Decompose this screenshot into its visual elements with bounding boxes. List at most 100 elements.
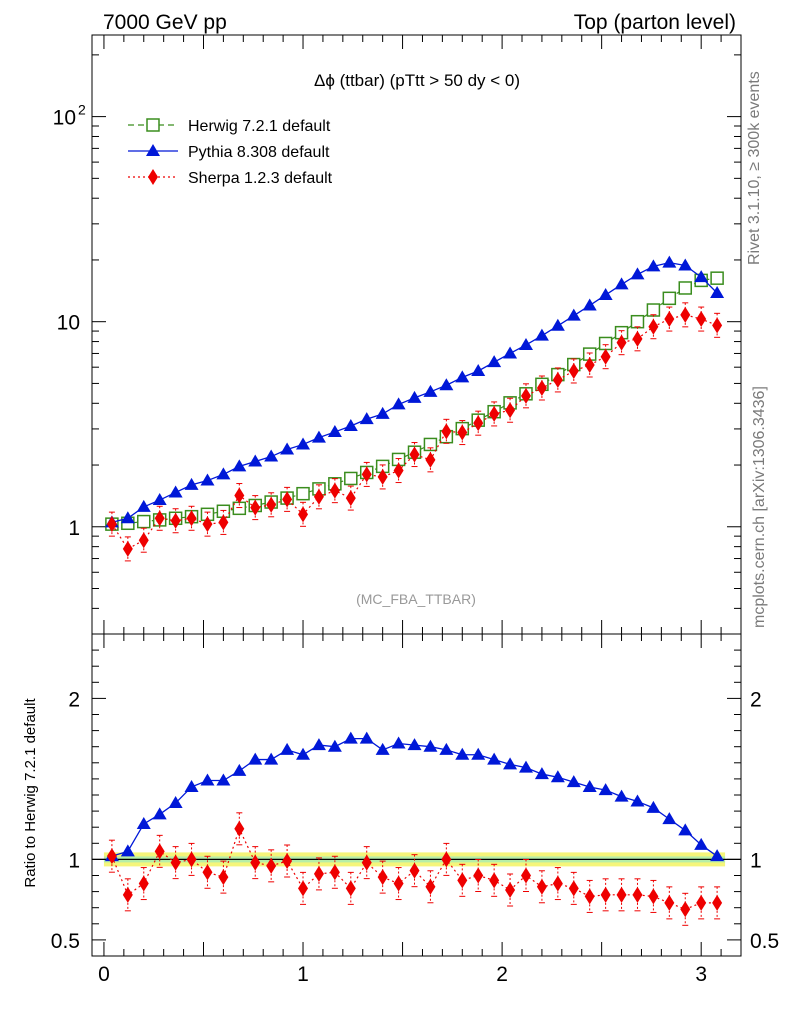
data-point xyxy=(471,363,486,376)
data-point xyxy=(598,336,613,351)
y-tick-label-exponent: 2 xyxy=(78,102,86,118)
data-point xyxy=(678,258,693,271)
data-point xyxy=(536,379,547,396)
ratio-point xyxy=(168,796,183,809)
data-point xyxy=(503,346,518,359)
ratio-point xyxy=(393,875,404,892)
header-right-label: Top (parton level) xyxy=(574,11,736,34)
ratio-point xyxy=(600,886,611,903)
ratio-point xyxy=(598,783,613,796)
header-left-label: 7000 GeV pp xyxy=(103,11,227,34)
data-point xyxy=(393,462,404,479)
ratio-point xyxy=(696,894,707,911)
data-point xyxy=(648,318,659,335)
ratio-point xyxy=(327,739,342,752)
x-tick-label: 1 xyxy=(297,963,309,986)
data-point xyxy=(311,430,326,443)
data-point xyxy=(168,485,183,498)
ratio-point xyxy=(311,738,326,751)
ratio-point xyxy=(489,872,500,889)
data-point xyxy=(678,281,693,295)
ratio-point xyxy=(409,862,420,879)
ratio-point xyxy=(678,823,693,836)
ratio-y-tick-label: 0.5 xyxy=(51,930,80,953)
data-point xyxy=(566,308,581,321)
ratio-y-tick-labels: 0.5 0.5 1 1 2 2 xyxy=(51,688,779,953)
data-point xyxy=(154,510,165,527)
ratio-point xyxy=(200,773,215,786)
data-point xyxy=(137,514,151,529)
ratio-point xyxy=(361,854,372,871)
data-point xyxy=(534,328,549,341)
ratio-point xyxy=(407,738,422,751)
ratio-point xyxy=(520,867,531,884)
data-point xyxy=(662,255,677,268)
data-point xyxy=(694,270,709,283)
data-point xyxy=(120,511,135,524)
data-point xyxy=(202,516,213,533)
data-point xyxy=(662,291,677,306)
data-point xyxy=(344,471,358,486)
ratio-point xyxy=(136,816,151,829)
ratio-point xyxy=(343,731,358,744)
y-tick-label: 10 xyxy=(57,312,80,335)
data-point xyxy=(630,314,645,329)
data-point xyxy=(200,473,215,486)
legend-marker-2 xyxy=(148,169,158,185)
ratio-point xyxy=(186,851,197,868)
ratio-point xyxy=(630,794,645,807)
ratio-point xyxy=(359,731,374,744)
ratio-point xyxy=(710,849,725,862)
x-tick-label: 2 xyxy=(496,963,508,986)
data-point xyxy=(520,387,531,404)
data-point xyxy=(280,442,295,455)
ratio-point xyxy=(441,851,452,868)
ratio-point xyxy=(646,800,661,813)
ratio-point xyxy=(457,872,468,889)
ratio-line-0 xyxy=(111,738,718,857)
ratio-y-tick-label: 1 xyxy=(68,849,80,872)
rivet-version-label: Rivet 3.1.10, ≥ 300k events xyxy=(746,71,763,265)
ratio-point xyxy=(648,888,659,905)
data-point xyxy=(136,499,151,512)
ratio-point xyxy=(282,853,293,870)
ratio-point xyxy=(616,886,627,903)
ratio-point xyxy=(248,752,263,765)
ratio-point xyxy=(425,878,436,895)
data-point xyxy=(343,419,358,432)
data-point xyxy=(455,370,470,383)
data-point xyxy=(441,423,452,440)
ratio-point xyxy=(455,747,470,760)
data-point xyxy=(266,496,277,513)
data-point xyxy=(632,330,643,347)
ratio-point xyxy=(266,857,277,874)
data-point xyxy=(487,355,502,368)
ratio-point xyxy=(329,864,340,881)
ratio-panel: 0.5 0.5 1 1 2 2 0 1 2 3 Ratio to Herwig 7.2.1 de… xyxy=(22,633,779,986)
x-tick-labels: 0 1 2 3 xyxy=(98,963,707,986)
data-point xyxy=(298,506,309,523)
ratio-series-layer xyxy=(104,731,725,926)
ratio-point xyxy=(568,880,579,897)
ratio-point xyxy=(345,880,356,897)
ratio-point xyxy=(170,854,181,871)
legend: Herwig 7.2.1 default Pythia 8.308 default… xyxy=(128,118,333,187)
ratio-point xyxy=(138,875,149,892)
ratio-point xyxy=(232,763,247,776)
ratio-point xyxy=(216,773,231,786)
ratio-point xyxy=(550,770,565,783)
data-point xyxy=(600,348,611,365)
data-point xyxy=(313,488,324,505)
data-point xyxy=(550,318,565,331)
ratio-point xyxy=(377,869,388,886)
data-point xyxy=(234,487,245,504)
data-point xyxy=(409,446,420,463)
legend-label-0: Herwig 7.2.1 default xyxy=(188,118,331,135)
main-axis-ticks xyxy=(92,35,741,635)
ratio-point xyxy=(280,742,295,755)
data-point xyxy=(505,402,516,419)
data-point xyxy=(712,317,723,334)
data-point xyxy=(710,286,725,299)
